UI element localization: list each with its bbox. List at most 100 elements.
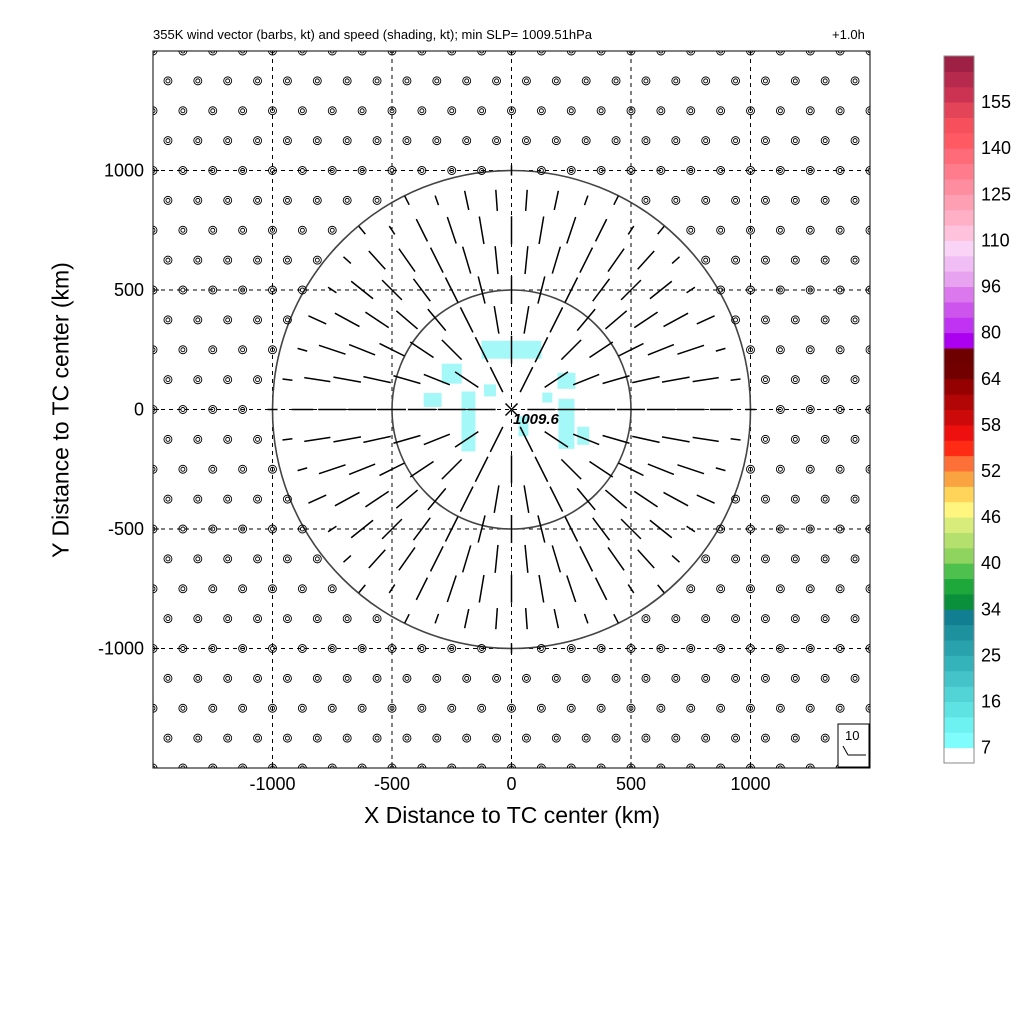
wind-barb <box>686 525 696 533</box>
wind-barb <box>649 519 673 539</box>
calm-barb-outer <box>253 733 263 743</box>
calm-barb-inner <box>598 108 604 114</box>
calm-barb-inner <box>479 108 485 114</box>
calm-barb-outer <box>641 76 651 86</box>
calm-barb-inner <box>449 765 455 768</box>
calm-barb-inner <box>837 51 843 54</box>
wind-barb <box>534 456 549 483</box>
calm-barb-inner <box>837 108 843 114</box>
colorbar-tick-label: 46 <box>981 507 1001 527</box>
wind-barb <box>348 343 376 356</box>
calm-barb-outer <box>402 136 412 146</box>
wind-barb <box>696 494 715 504</box>
calm-barb-outer <box>536 763 546 768</box>
calm-barb-outer <box>193 673 203 683</box>
wind-barb <box>633 311 659 329</box>
calm-barb-inner <box>807 51 813 54</box>
calm-barb-outer <box>342 733 352 743</box>
calm-barb-inner <box>658 108 664 114</box>
colorbar: 7 16 25 34 40 46 52 58 64 80 96 110 125 140 155 <box>943 55 1011 764</box>
calm-barb-inner <box>748 526 753 532</box>
wind-barb <box>564 277 579 303</box>
calm-barb-inner <box>195 317 201 323</box>
wind-barb <box>632 435 660 444</box>
calm-barb-outer <box>387 106 397 116</box>
calm-barb-inner <box>240 586 246 592</box>
colorbar-tick-label: 16 <box>981 692 1001 712</box>
calm-barb-inner <box>643 78 649 84</box>
y-tick-label: -500 <box>108 519 144 539</box>
calm-barb-outer <box>208 51 218 56</box>
speed-shade-patch <box>558 398 575 449</box>
calm-barb-inner <box>837 287 843 293</box>
wind-barb <box>647 463 675 476</box>
wind-barb <box>318 464 346 475</box>
calm-barb-inner <box>733 675 739 681</box>
wind-barb <box>423 373 451 386</box>
calm-barb-inner <box>464 78 470 84</box>
calm-barb-outer <box>835 464 845 474</box>
speed-shade-patch <box>518 416 529 437</box>
calm-barb-inner <box>240 407 246 412</box>
calm-barb-inner <box>210 227 216 233</box>
calm-barb-inner <box>180 705 186 711</box>
wind-barb <box>404 195 410 206</box>
y-tick-label: 1000 <box>104 161 144 181</box>
colorbar-swatch <box>944 71 974 88</box>
calm-barb-inner <box>613 735 619 741</box>
calm-barb-outer <box>372 614 382 624</box>
colorbar-swatch <box>944 225 974 241</box>
calm-barb-outer <box>686 106 696 116</box>
calm-barb-outer <box>596 106 606 116</box>
calm-barb-outer <box>716 584 726 594</box>
calm-barb-outer <box>805 106 815 116</box>
calm-barb-inner <box>733 735 739 741</box>
wind-barb <box>715 347 726 352</box>
wind-barb <box>350 519 374 539</box>
calm-barb-inner <box>703 735 709 741</box>
calm-barb-inner <box>792 616 798 622</box>
colorbar-swatch <box>944 455 974 472</box>
calm-barb-outer <box>507 51 516 56</box>
calm-barb-outer <box>193 195 203 205</box>
wind-barb <box>327 525 337 533</box>
calm-barb-inner <box>329 168 335 173</box>
calm-barb-inner <box>733 257 739 263</box>
calm-barb-outer <box>611 673 621 683</box>
wind-barb <box>477 276 486 304</box>
wind-barb <box>671 256 681 265</box>
calm-barb-outer <box>671 614 681 624</box>
calm-barb-inner <box>628 168 634 173</box>
calm-barb-inner <box>299 168 305 173</box>
wind-barb <box>342 554 352 563</box>
calm-barb-outer <box>253 614 263 624</box>
wind-barb <box>379 462 405 477</box>
colorbar-swatch <box>944 394 974 410</box>
wind-barb <box>489 366 504 393</box>
calm-barb-outer <box>268 106 277 116</box>
colorbar-swatch <box>944 363 974 380</box>
calm-barb-outer <box>327 763 337 768</box>
calm-barb-outer <box>790 434 800 444</box>
calm-barb-inner <box>733 138 739 144</box>
calm-barb-inner <box>867 168 870 173</box>
calm-barb-inner <box>673 138 679 144</box>
speed-shade-patch <box>542 392 553 403</box>
colorbar-swatch <box>944 178 974 195</box>
calm-barb-outer <box>223 673 233 683</box>
wind-barb <box>463 190 470 211</box>
wind-barb <box>589 341 614 359</box>
calm-barb-outer <box>297 166 307 175</box>
calm-barb-inner <box>673 78 679 84</box>
calm-barb-outer <box>566 106 576 116</box>
colorbar-tick-label: 155 <box>981 92 1011 112</box>
calm-barb-outer <box>760 255 770 265</box>
reference-barb-label: 10 <box>845 728 859 743</box>
calm-barb-outer <box>223 255 233 265</box>
calm-barb-inner <box>374 735 380 741</box>
calm-barb-inner <box>688 586 694 592</box>
calm-barb-inner <box>538 765 544 768</box>
calm-barb-inner <box>165 317 171 323</box>
calm-barb-outer <box>153 703 158 713</box>
y-tick-label: 500 <box>114 280 144 300</box>
